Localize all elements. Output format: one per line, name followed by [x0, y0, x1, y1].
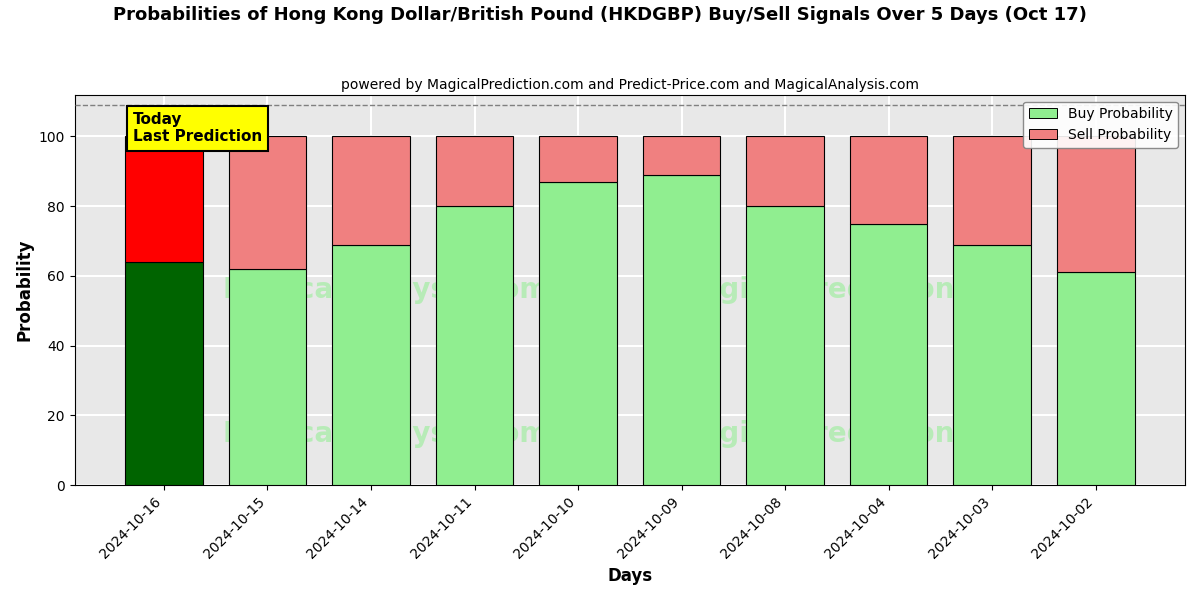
Text: Probabilities of Hong Kong Dollar/British Pound (HKDGBP) Buy/Sell Signals Over 5: Probabilities of Hong Kong Dollar/Britis… — [113, 6, 1087, 24]
Legend: Buy Probability, Sell Probability: Buy Probability, Sell Probability — [1024, 101, 1178, 148]
Title: powered by MagicalPrediction.com and Predict-Price.com and MagicalAnalysis.com: powered by MagicalPrediction.com and Pre… — [341, 78, 919, 92]
Bar — [850, 224, 928, 485]
Bar — [436, 136, 514, 206]
Bar — [643, 175, 720, 485]
Text: MagicalAnalysis.com: MagicalAnalysis.com — [222, 276, 548, 304]
Bar — [850, 136, 928, 224]
Bar — [332, 136, 410, 245]
Bar — [125, 136, 203, 262]
Bar — [1057, 136, 1134, 272]
Bar — [746, 206, 824, 485]
Bar — [125, 262, 203, 485]
Bar — [436, 206, 514, 485]
Text: Today
Last Prediction: Today Last Prediction — [133, 112, 262, 145]
Text: MagicalPrediction.com: MagicalPrediction.com — [673, 276, 1030, 304]
Bar — [953, 245, 1031, 485]
Text: MagicalPrediction.com: MagicalPrediction.com — [673, 421, 1030, 448]
Text: MagicalAnalysis.com: MagicalAnalysis.com — [222, 421, 548, 448]
Bar — [229, 269, 306, 485]
Bar — [746, 136, 824, 206]
Bar — [332, 245, 410, 485]
Bar — [953, 136, 1031, 245]
X-axis label: Days: Days — [607, 567, 653, 585]
Bar — [229, 136, 306, 269]
Bar — [643, 136, 720, 175]
Bar — [539, 182, 617, 485]
Bar — [539, 136, 617, 182]
Y-axis label: Probability: Probability — [16, 239, 34, 341]
Bar — [1057, 272, 1134, 485]
